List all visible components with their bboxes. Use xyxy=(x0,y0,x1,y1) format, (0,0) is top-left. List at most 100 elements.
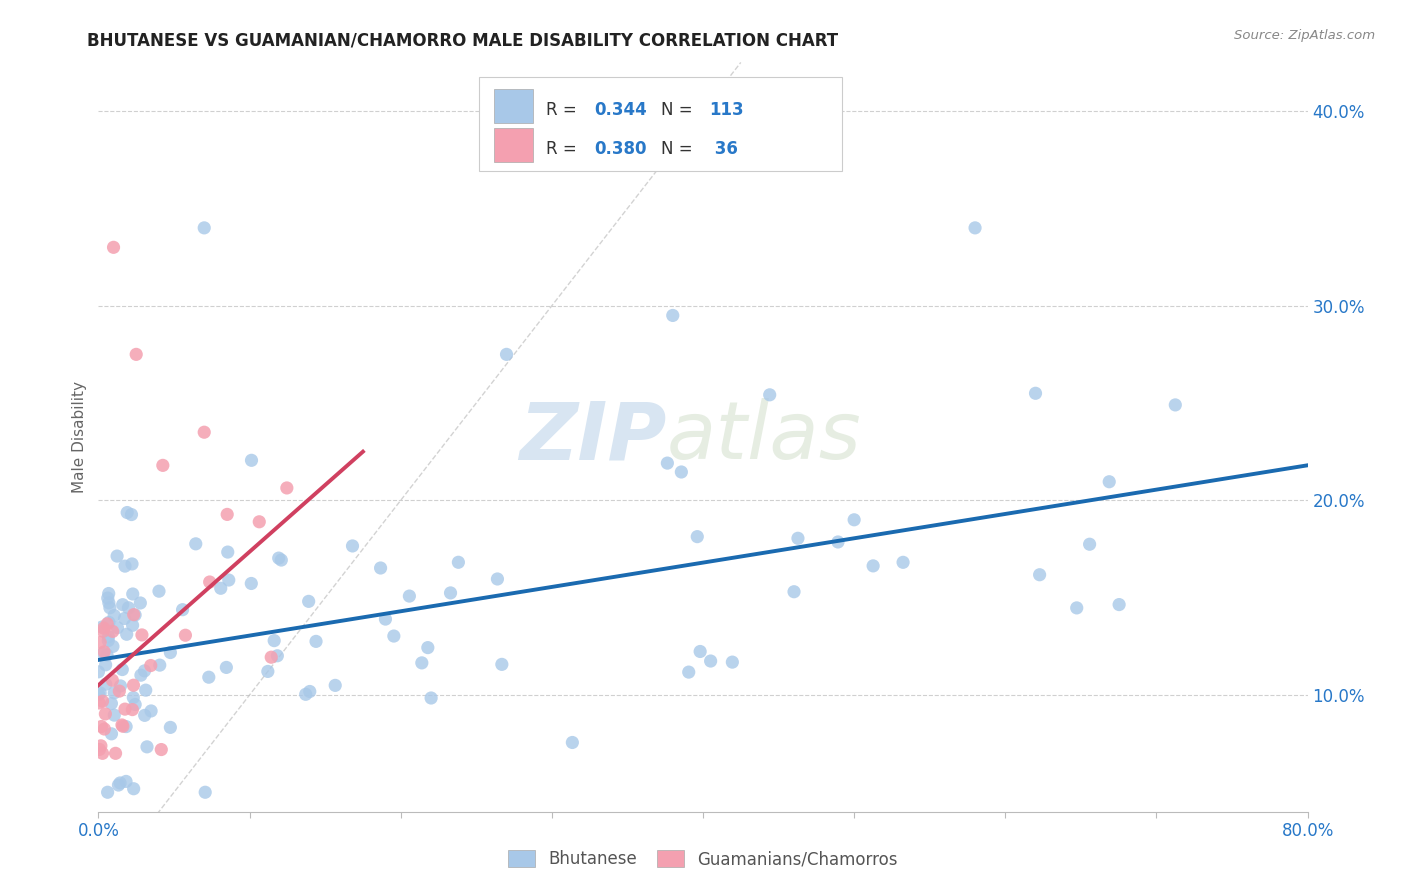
Point xyxy=(787,531,810,545)
Point xyxy=(115,506,138,520)
Point xyxy=(96,648,118,662)
Point xyxy=(108,776,131,790)
Point xyxy=(91,624,114,639)
Y-axis label: Male Disability: Male Disability xyxy=(72,381,87,493)
Point xyxy=(217,508,239,522)
Point xyxy=(209,581,232,595)
Point xyxy=(97,591,120,605)
Point xyxy=(93,621,115,635)
Point xyxy=(108,684,131,698)
Point xyxy=(298,594,321,608)
Point xyxy=(90,719,112,733)
Point xyxy=(374,612,396,626)
Point xyxy=(94,657,117,672)
Point xyxy=(97,630,120,644)
Point xyxy=(122,690,145,705)
Point xyxy=(891,555,914,569)
Point xyxy=(172,602,194,616)
Text: Source: ZipAtlas.com: Source: ZipAtlas.com xyxy=(1234,29,1375,42)
Point xyxy=(122,678,145,692)
Point xyxy=(1066,601,1088,615)
Point xyxy=(657,456,679,470)
Point xyxy=(240,576,263,591)
Point xyxy=(87,688,110,702)
Point xyxy=(370,561,392,575)
Point xyxy=(97,785,120,799)
Point xyxy=(87,696,110,710)
Point xyxy=(215,660,238,674)
Point xyxy=(217,545,239,559)
Point xyxy=(661,309,683,323)
Point xyxy=(134,664,156,678)
Text: 0.380: 0.380 xyxy=(595,140,647,158)
Text: N =: N = xyxy=(661,101,697,119)
Point xyxy=(93,722,115,736)
Point xyxy=(122,781,145,796)
Point xyxy=(247,515,270,529)
Point xyxy=(124,698,146,712)
Point xyxy=(91,620,114,634)
Point xyxy=(90,739,112,753)
Point xyxy=(104,747,127,761)
Point xyxy=(103,686,125,700)
Point xyxy=(1078,537,1101,551)
Point xyxy=(107,621,129,635)
Point xyxy=(91,747,114,761)
Point xyxy=(111,598,134,612)
Point xyxy=(758,388,780,402)
Point xyxy=(159,646,181,660)
Point xyxy=(134,708,156,723)
Point xyxy=(121,703,143,717)
Point xyxy=(124,607,146,622)
Point xyxy=(111,719,134,733)
Point xyxy=(447,555,470,569)
Point xyxy=(491,657,513,672)
Point xyxy=(87,665,110,679)
Point xyxy=(100,697,122,711)
Point xyxy=(89,635,111,649)
Point xyxy=(110,679,132,693)
Point xyxy=(678,665,700,679)
Point xyxy=(689,644,711,658)
Point xyxy=(150,742,173,756)
Point xyxy=(97,633,120,648)
Text: BHUTANESE VS GUAMANIAN/CHAMORRO MALE DISABILITY CORRELATION CHART: BHUTANESE VS GUAMANIAN/CHAMORRO MALE DIS… xyxy=(87,31,838,49)
Point xyxy=(420,691,443,706)
Point xyxy=(270,553,292,567)
Point xyxy=(115,774,138,789)
Point xyxy=(276,481,298,495)
Point xyxy=(686,530,709,544)
Point xyxy=(114,702,136,716)
Point xyxy=(94,706,117,721)
Point xyxy=(139,658,162,673)
Point xyxy=(117,600,139,615)
Point xyxy=(298,684,321,698)
Point xyxy=(699,654,721,668)
Point xyxy=(136,739,159,754)
Point xyxy=(305,634,328,648)
Point xyxy=(411,656,433,670)
Point xyxy=(121,557,143,571)
Point xyxy=(323,678,346,692)
Point xyxy=(294,687,316,701)
Point xyxy=(122,607,145,622)
Point xyxy=(218,573,240,587)
Point xyxy=(114,559,136,574)
FancyBboxPatch shape xyxy=(494,128,533,162)
Point xyxy=(439,586,461,600)
Point xyxy=(107,778,129,792)
Point xyxy=(148,584,170,599)
Point xyxy=(1108,598,1130,612)
FancyBboxPatch shape xyxy=(494,89,533,123)
Point xyxy=(240,453,263,467)
Point xyxy=(93,645,115,659)
Point xyxy=(783,584,806,599)
Point xyxy=(129,596,152,610)
FancyBboxPatch shape xyxy=(479,78,842,171)
Point xyxy=(342,539,364,553)
Point xyxy=(115,720,138,734)
Text: atlas: atlas xyxy=(666,398,862,476)
Point xyxy=(184,537,207,551)
Point xyxy=(193,220,215,235)
Point xyxy=(129,668,152,682)
